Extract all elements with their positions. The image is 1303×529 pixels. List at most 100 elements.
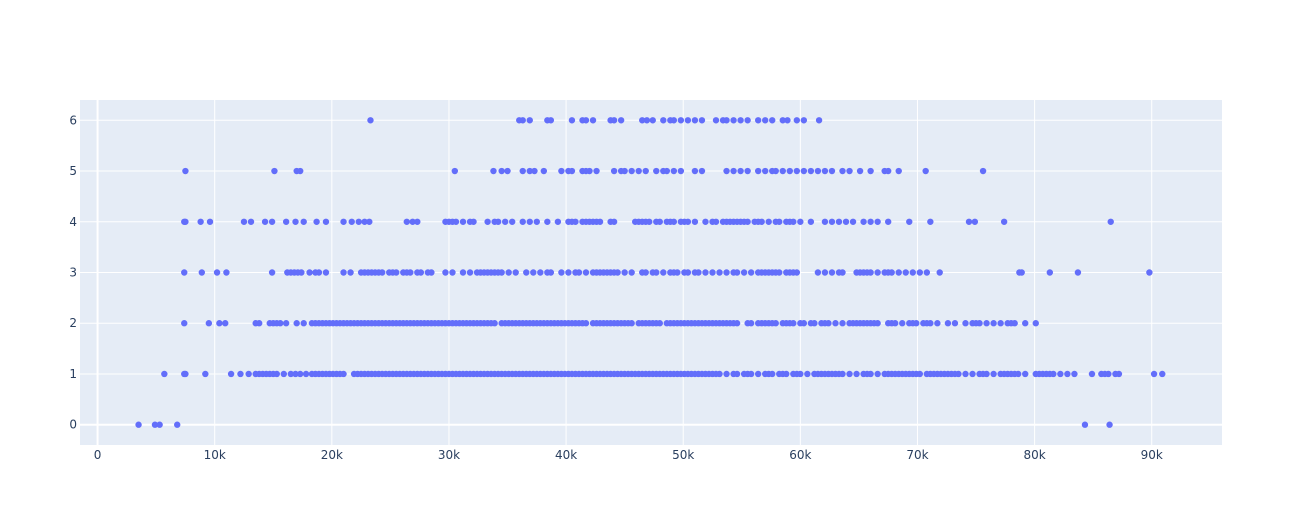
data-point bbox=[684, 218, 692, 225]
data-point bbox=[501, 218, 509, 225]
data-point bbox=[769, 370, 776, 378]
y-tick-label: 6 bbox=[69, 113, 77, 127]
data-point bbox=[273, 370, 280, 378]
data-point bbox=[237, 370, 244, 378]
data-point bbox=[839, 370, 846, 378]
data-point bbox=[800, 117, 808, 124]
data-point bbox=[378, 269, 386, 276]
x-tick-label: 40k bbox=[555, 448, 577, 462]
data-point bbox=[962, 320, 969, 327]
data-point bbox=[417, 269, 425, 276]
data-point bbox=[849, 218, 857, 225]
data-point bbox=[205, 320, 213, 327]
data-point bbox=[922, 167, 929, 175]
data-point bbox=[698, 117, 706, 124]
data-point bbox=[174, 421, 181, 428]
data-point bbox=[758, 218, 765, 225]
data-point bbox=[716, 269, 723, 276]
data-point bbox=[505, 269, 512, 276]
data-point bbox=[470, 218, 477, 225]
data-point bbox=[772, 320, 779, 327]
data-point bbox=[884, 218, 892, 225]
data-point bbox=[1074, 269, 1082, 276]
data-point bbox=[691, 218, 699, 225]
data-point bbox=[509, 218, 516, 225]
data-point bbox=[1046, 269, 1054, 276]
data-point bbox=[902, 269, 909, 276]
data-point bbox=[744, 218, 751, 225]
data-point bbox=[1011, 320, 1018, 327]
x-tick-label: 30k bbox=[438, 448, 460, 462]
data-point bbox=[990, 370, 997, 378]
data-point bbox=[800, 167, 808, 175]
data-point bbox=[582, 117, 590, 124]
data-point bbox=[762, 167, 769, 175]
data-point bbox=[797, 370, 804, 378]
data-point bbox=[361, 218, 368, 225]
data-point bbox=[769, 117, 776, 124]
data-point bbox=[414, 218, 421, 225]
data-point bbox=[222, 320, 229, 327]
data-point bbox=[730, 167, 737, 175]
data-point bbox=[537, 269, 544, 276]
data-point bbox=[300, 218, 307, 225]
data-point bbox=[206, 218, 214, 225]
data-point bbox=[526, 218, 533, 225]
data-point bbox=[182, 167, 189, 175]
data-point bbox=[277, 320, 284, 327]
data-point bbox=[702, 269, 709, 276]
data-point bbox=[216, 320, 223, 327]
data-point bbox=[684, 117, 692, 124]
data-point bbox=[670, 117, 678, 124]
data-point bbox=[913, 320, 920, 327]
data-point bbox=[716, 370, 723, 378]
data-point bbox=[519, 218, 526, 225]
data-point bbox=[874, 370, 881, 378]
data-point bbox=[300, 320, 307, 327]
data-point bbox=[754, 117, 762, 124]
data-point bbox=[519, 117, 526, 124]
data-point bbox=[213, 269, 221, 276]
data-point bbox=[1057, 370, 1064, 378]
data-point bbox=[790, 320, 797, 327]
data-point bbox=[821, 167, 829, 175]
data-point bbox=[547, 117, 555, 124]
data-point bbox=[403, 218, 410, 225]
data-point bbox=[1088, 370, 1096, 378]
data-point bbox=[547, 269, 555, 276]
data-point bbox=[677, 117, 685, 124]
data-point bbox=[821, 218, 829, 225]
data-point bbox=[733, 370, 741, 378]
data-point bbox=[832, 320, 839, 327]
data-point bbox=[653, 167, 660, 175]
data-point bbox=[459, 269, 467, 276]
data-point bbox=[709, 269, 716, 276]
data-point bbox=[628, 269, 635, 276]
data-point bbox=[888, 269, 895, 276]
data-point bbox=[811, 320, 818, 327]
data-point bbox=[839, 269, 846, 276]
data-point bbox=[533, 218, 540, 225]
data-point bbox=[292, 370, 299, 378]
data-point bbox=[151, 421, 159, 428]
data-point bbox=[691, 117, 699, 124]
data-point bbox=[649, 117, 656, 124]
x-axis-ticks: 0 10k 20k 30k 40k 50k 60k 70k 80k 90k bbox=[94, 448, 1163, 462]
data-point bbox=[494, 218, 502, 225]
data-point bbox=[790, 218, 797, 225]
data-point bbox=[723, 269, 730, 276]
data-point bbox=[702, 218, 709, 225]
data-point bbox=[807, 218, 815, 225]
data-point bbox=[223, 269, 230, 276]
data-point bbox=[846, 370, 853, 378]
data-point bbox=[202, 370, 209, 378]
data-point bbox=[498, 167, 505, 175]
y-tick-label: 0 bbox=[69, 418, 77, 432]
data-point bbox=[484, 218, 491, 225]
data-point bbox=[804, 370, 811, 378]
data-point bbox=[955, 370, 962, 378]
data-point bbox=[856, 167, 864, 175]
data-point bbox=[656, 218, 663, 225]
data-point bbox=[828, 269, 836, 276]
data-point bbox=[737, 117, 744, 124]
